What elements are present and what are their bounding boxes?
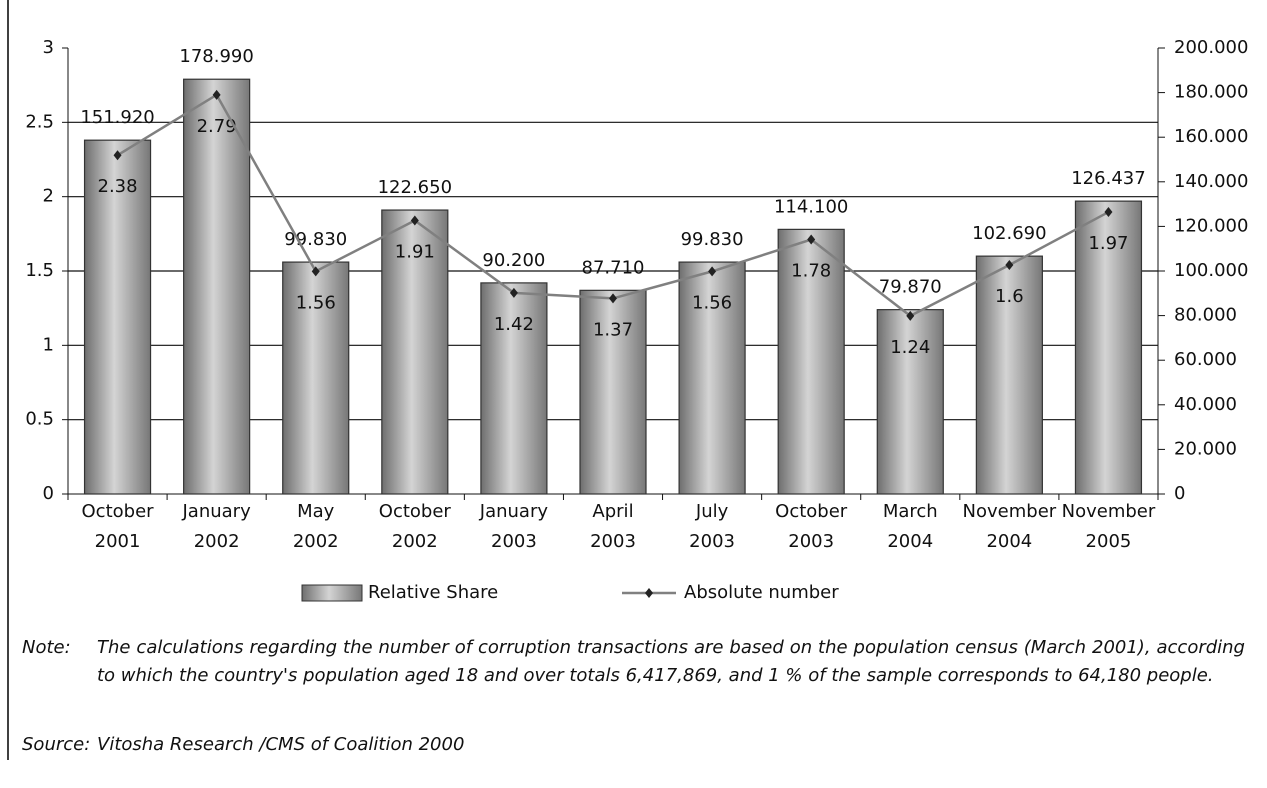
bar-value-label: 1.91 bbox=[395, 241, 435, 262]
y2-tick-label: 100.000 bbox=[1174, 260, 1248, 281]
line-value-label: 178.990 bbox=[179, 46, 253, 67]
source-label: Source: bbox=[22, 734, 91, 755]
bar-value-label: 1.42 bbox=[494, 314, 534, 335]
line-value-label: 151.920 bbox=[80, 107, 154, 128]
bar bbox=[876, 309, 944, 495]
line-marker bbox=[807, 234, 816, 245]
bar bbox=[83, 139, 152, 495]
line-marker bbox=[410, 215, 419, 226]
line-value-label: 99.830 bbox=[681, 229, 744, 250]
line-marker bbox=[1005, 260, 1014, 271]
y2-tick-label: 40.000 bbox=[1174, 394, 1237, 415]
x-tick-label: May 2002 bbox=[293, 501, 339, 552]
x-tick-label: November 2005 bbox=[1062, 501, 1156, 552]
line-value-label: 126.437 bbox=[1071, 168, 1145, 189]
y-tick-label: 3 bbox=[43, 37, 54, 58]
bar bbox=[678, 261, 746, 495]
y-tick-label: 0.5 bbox=[25, 409, 54, 430]
line-value-label: 114.100 bbox=[774, 196, 848, 217]
y-tick-label: 0 bbox=[43, 483, 54, 504]
y2-tick-label: 120.000 bbox=[1174, 215, 1248, 236]
line bbox=[116, 93, 1110, 318]
bar bbox=[480, 282, 548, 495]
y2-tick-label: 200.000 bbox=[1174, 37, 1248, 58]
legend-swatch bbox=[301, 584, 363, 602]
line-marker bbox=[1104, 207, 1113, 218]
x-tick-label: January 2003 bbox=[479, 501, 549, 552]
line-marker bbox=[906, 310, 915, 321]
y-tick-label: 2 bbox=[43, 186, 54, 207]
x-tick-label: October 2001 bbox=[82, 501, 155, 552]
line-marker bbox=[609, 293, 617, 304]
line-value-label: 79.870 bbox=[879, 277, 942, 298]
y2-tick-label: 0 bbox=[1174, 483, 1185, 504]
y2-tick-label: 140.000 bbox=[1174, 171, 1248, 192]
x-tick-label: January 2002 bbox=[182, 501, 252, 552]
bar-value-label: 1.37 bbox=[593, 319, 633, 340]
source: Vitosha Research /CMS of Coalition 2000 bbox=[97, 734, 465, 755]
x-tick-label: March 2004 bbox=[883, 501, 938, 552]
bar bbox=[579, 289, 647, 495]
bar-value-label: 1.24 bbox=[890, 337, 930, 358]
line-marker bbox=[708, 266, 717, 277]
bar bbox=[183, 78, 251, 495]
bar bbox=[282, 261, 350, 495]
bar-value-label: 1.56 bbox=[296, 292, 336, 313]
line-value-label: 87.710 bbox=[582, 257, 645, 278]
line-value-label: 90.200 bbox=[482, 250, 545, 271]
y2-tick-label: 160.000 bbox=[1174, 126, 1248, 147]
x-tick-label: October 2002 bbox=[379, 501, 452, 552]
line-marker bbox=[311, 266, 320, 277]
legend-label: Relative Share bbox=[368, 582, 498, 603]
y-tick-label: 1 bbox=[43, 334, 54, 355]
bar-value-label: 2.79 bbox=[197, 116, 237, 137]
x-tick-label: October 2003 bbox=[775, 501, 848, 552]
bar bbox=[975, 255, 1043, 495]
bar bbox=[1074, 200, 1143, 495]
line-marker bbox=[212, 89, 221, 100]
x-tick-label: July 2003 bbox=[689, 501, 735, 552]
x-tick-label: November 2004 bbox=[963, 501, 1057, 552]
bar-value-label: 2.38 bbox=[98, 176, 138, 197]
note: The calculations regarding the number of… bbox=[97, 637, 1245, 686]
y2-tick-label: 80.000 bbox=[1174, 305, 1237, 326]
bar-value-label: 1.78 bbox=[791, 261, 831, 282]
bar bbox=[381, 209, 449, 495]
line-marker bbox=[113, 150, 122, 161]
y2-tick-label: 60.000 bbox=[1174, 349, 1237, 370]
bar-value-label: 1.56 bbox=[692, 292, 732, 313]
x-tick-label: April 2003 bbox=[590, 501, 636, 552]
y-tick-label: 1.5 bbox=[25, 260, 54, 281]
legend-label: Absolute number bbox=[684, 582, 839, 603]
line-value-label: 122.650 bbox=[378, 177, 452, 198]
y-tick-label: 2.5 bbox=[25, 111, 54, 132]
bar-value-label: 1.97 bbox=[1088, 233, 1128, 254]
bar-value-label: 1.6 bbox=[995, 286, 1024, 307]
bar bbox=[777, 228, 845, 495]
line-value-label: 102.690 bbox=[972, 223, 1046, 244]
line-marker bbox=[509, 287, 518, 298]
y2-tick-label: 180.000 bbox=[1174, 82, 1248, 103]
legend-marker bbox=[645, 588, 653, 598]
y2-tick-label: 20.000 bbox=[1174, 438, 1237, 459]
note-label: Note: bbox=[22, 637, 71, 658]
